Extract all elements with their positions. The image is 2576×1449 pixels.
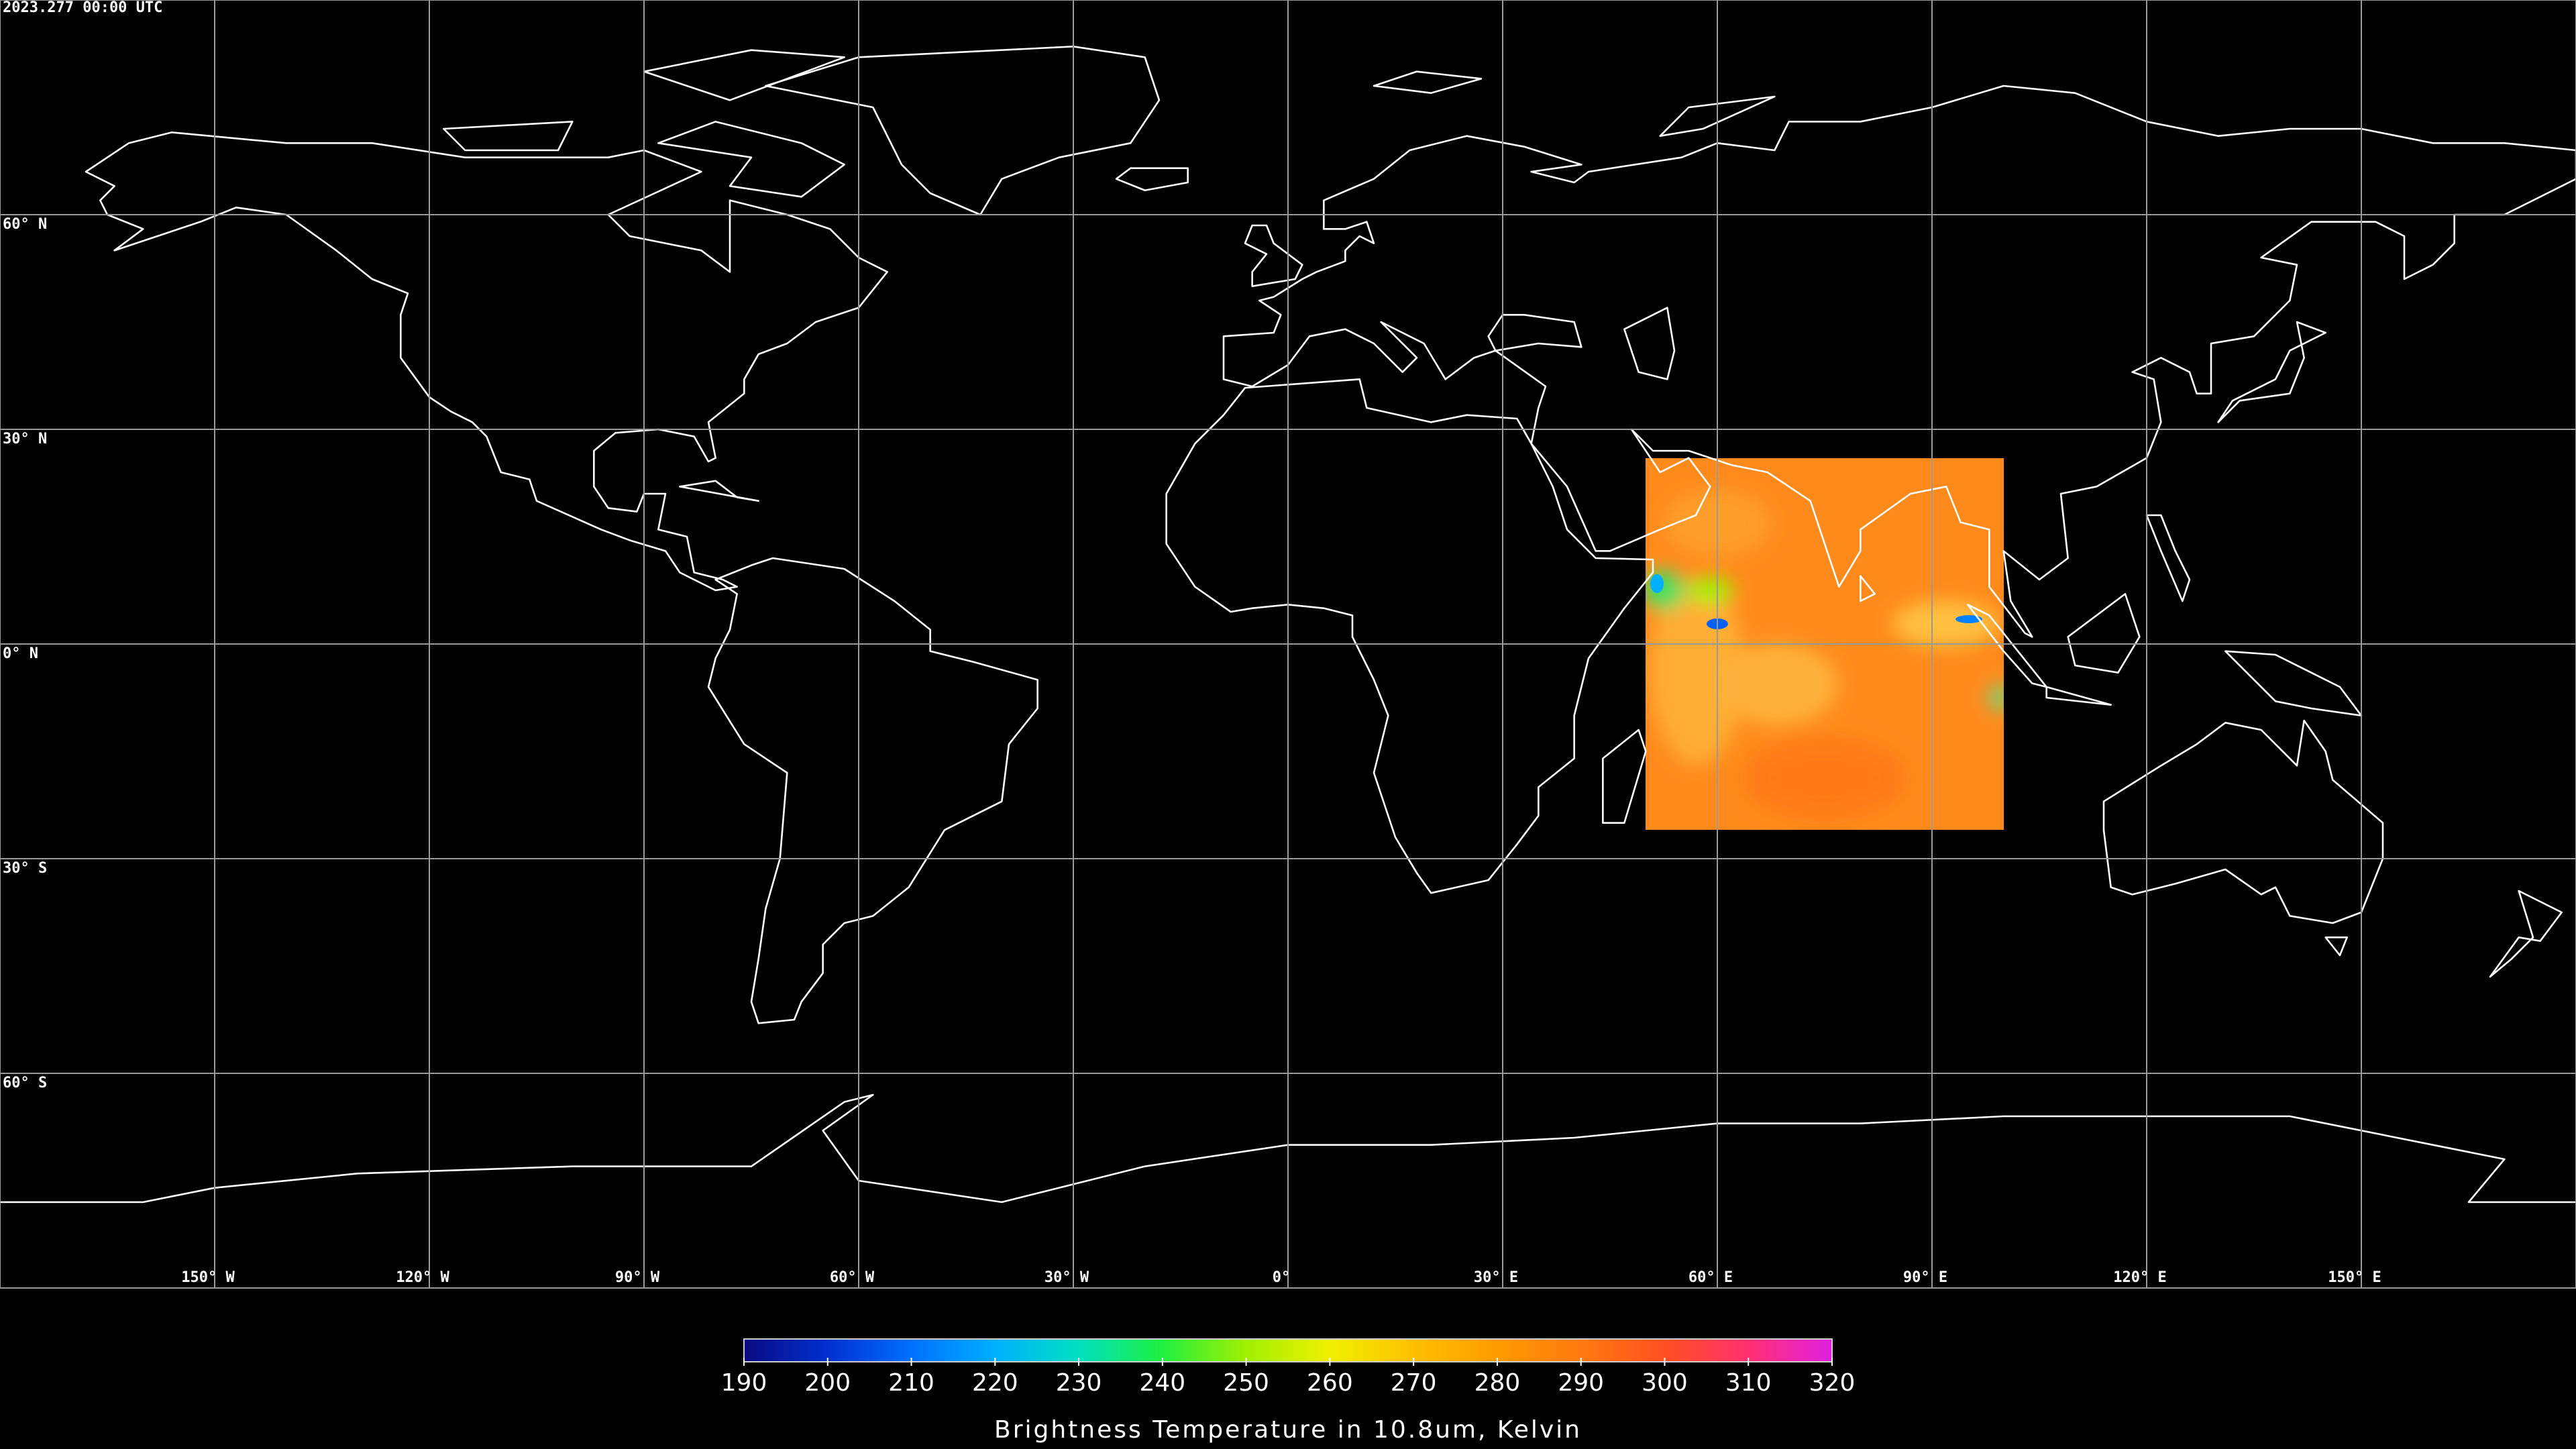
map-frame: [0, 0, 2576, 1289]
lon-tick-label: 120° E: [2113, 1269, 2166, 1286]
colorbar: 190 200 210 220 230 240 250 260 270 280 290 300 310 3…: [721, 1338, 1856, 1397]
colorbar-tick-label: 300: [1642, 1369, 1688, 1397]
lat-tick-label: 60° S: [3, 1075, 47, 1091]
lon-tick-label: 30° E: [1474, 1269, 1518, 1286]
lon-tick-label: 90° E: [1903, 1269, 1947, 1286]
colorbar-tick-label: 190: [721, 1369, 767, 1397]
colorbar-tick-label: 280: [1474, 1369, 1521, 1397]
lon-tick-label: 150° E: [2328, 1269, 2381, 1286]
colorbar-tick-label: 310: [1725, 1369, 1772, 1397]
colorbar-tick-label: 240: [1139, 1369, 1185, 1397]
colorbar-gradient: [743, 1338, 1833, 1362]
colorbar-tick-label: 220: [972, 1369, 1018, 1397]
colorbar-tick-label: 200: [804, 1369, 851, 1397]
colorbar-tick-label: 260: [1307, 1369, 1353, 1397]
lon-tick-label: 60° E: [1688, 1269, 1733, 1286]
lon-tick-label: 30° W: [1044, 1269, 1089, 1286]
colorbar-tick-label: 270: [1391, 1369, 1437, 1397]
lat-tick-label: 0° N: [3, 645, 38, 662]
lon-tick-label: 60° W: [830, 1269, 875, 1286]
colorbar-tick-label: 320: [1809, 1369, 1856, 1397]
lat-tick-label: 60° N: [3, 216, 47, 233]
colorbar-tick-label: 210: [888, 1369, 934, 1397]
colorbar-tick-label: 230: [1056, 1369, 1102, 1397]
graticule: [0, 0, 2576, 1288]
colorbar-label: Brightness Temperature in 10.8um, Kelvin: [994, 1416, 1582, 1444]
colorbar-tick-label: 250: [1223, 1369, 1269, 1397]
timestamp: 2023.277 00:00 UTC: [3, 0, 162, 16]
lat-tick-label: 30° S: [3, 860, 47, 877]
colorbar-tick-label: 290: [1558, 1369, 1604, 1397]
lon-tick-label: 90° W: [615, 1269, 660, 1286]
lat-tick-label: 30° N: [3, 431, 47, 447]
lon-tick-label: 0°: [1273, 1269, 1291, 1286]
lon-tick-label: 150° W: [181, 1269, 235, 1286]
lon-tick-label: 120° W: [396, 1269, 449, 1286]
